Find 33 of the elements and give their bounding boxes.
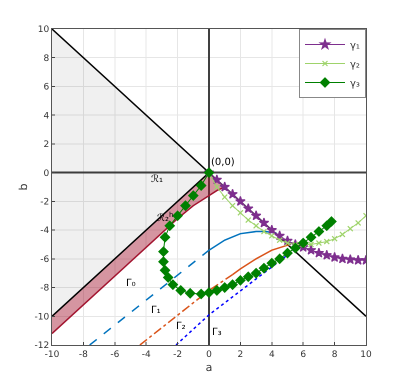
x-axis-title: a [206,361,212,374]
x-tick-label: 2 [238,350,244,360]
annotation: ℛ₁ [151,174,163,185]
legend-label: γ₃ [350,78,360,90]
annotation: Γ₀ [126,278,136,289]
x-tick-label: 10 [360,350,372,360]
y-tick-label: -4 [40,226,50,236]
x-tick-label: -6 [110,350,120,360]
x-tick-label: 8 [332,350,338,360]
y-tick-label: -12 [34,341,50,352]
annotation: Γ₁ [151,305,161,316]
y-axis-title: b [17,183,30,190]
legend-label: γ₁ [350,40,360,52]
y-tick-label: 8 [43,54,50,64]
y-tick-label: 4 [43,111,50,122]
x-tick-label: 4 [268,350,275,360]
x-tick-label: 0 [206,350,212,360]
annotation: Γ₂ [176,321,186,332]
x-tick-label: -2 [173,350,182,360]
y-tick-label: -10 [34,312,50,322]
x-tick-label: -4 [142,350,151,360]
annotation: Γ₃ [212,327,222,338]
y-tick-label: 10 [38,25,50,36]
y-tick-label: -8 [40,284,50,294]
x-tick-label: 6 [300,350,306,360]
annotation: (0,0) [211,157,235,168]
y-tick-label: 0 [43,168,50,179]
x-tick-label: -8 [78,350,88,360]
y-tick-label: -2 [40,198,50,208]
y-tick-label: -6 [40,254,50,265]
y-tick-label: 6 [43,82,50,93]
legend-label: γ₂ [350,59,360,70]
y-tick-label: 2 [43,140,50,150]
